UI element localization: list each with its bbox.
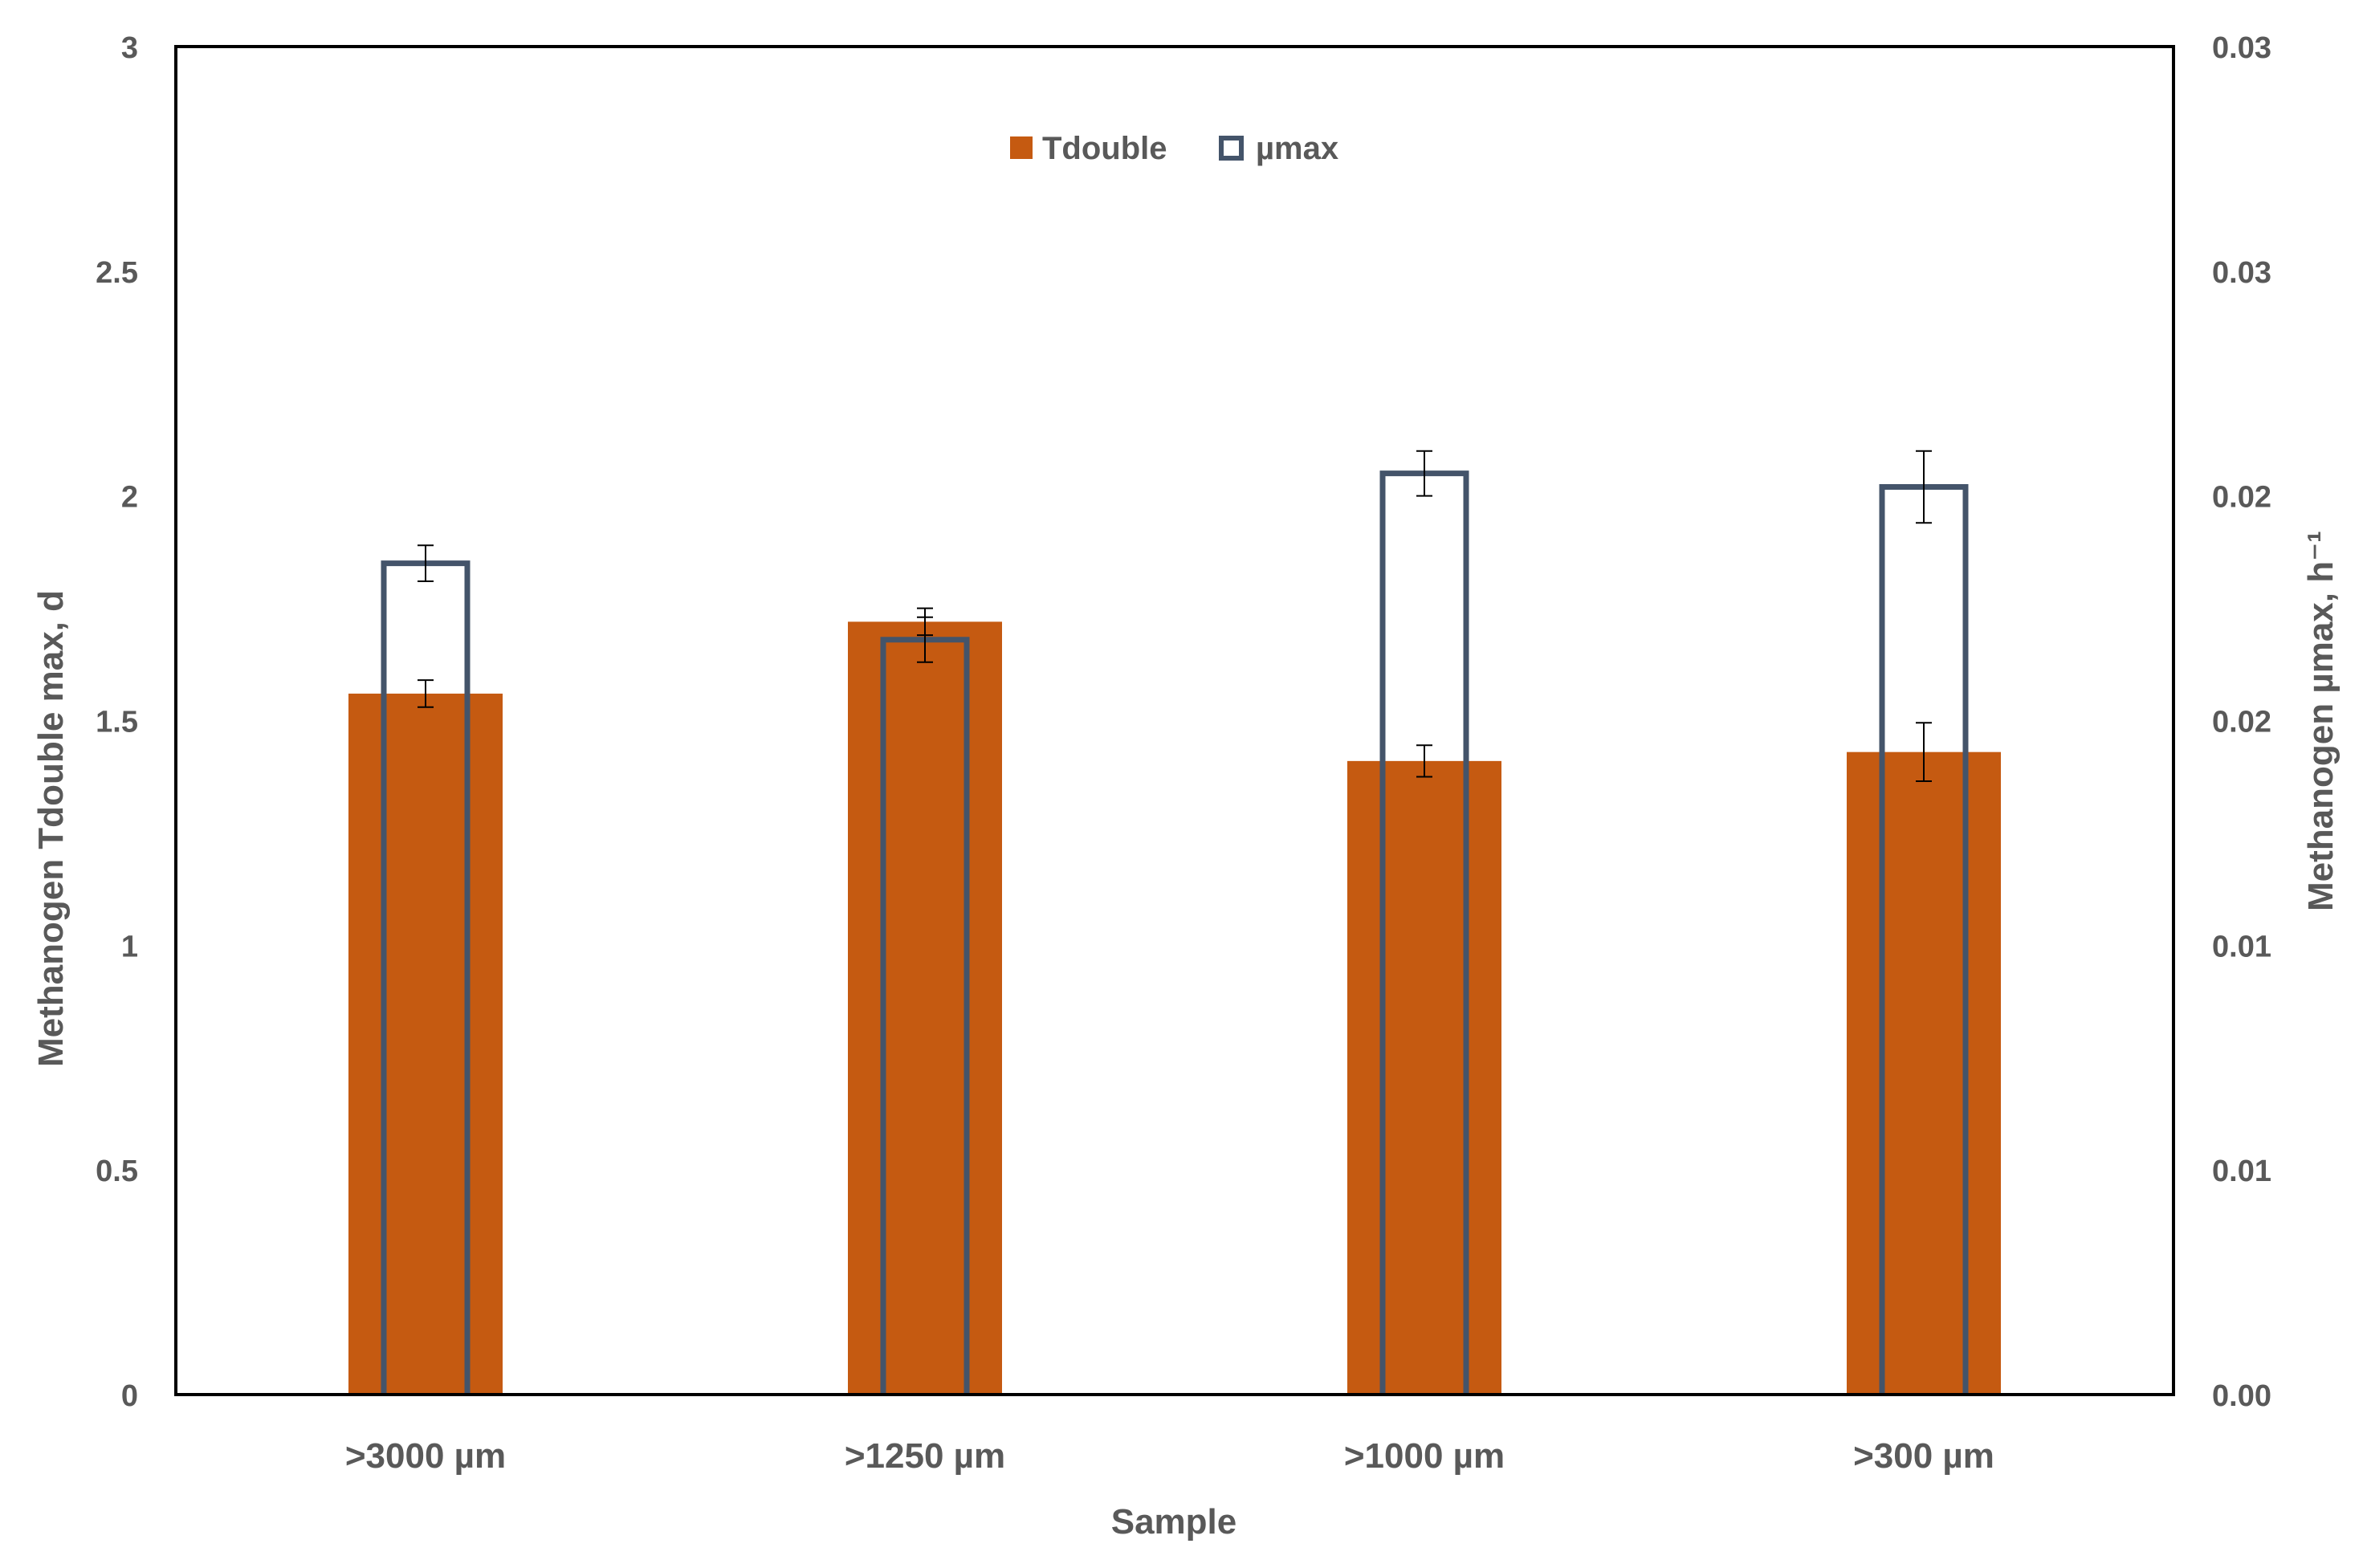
mumax-error-1250-m <box>917 616 933 663</box>
right-tick-label: 0.01 <box>2212 1155 2271 1188</box>
tdouble-bar-300-m <box>1847 751 2001 1395</box>
tdouble-error-1000-m <box>1416 744 1432 778</box>
right-axis-title: Methanogen µmax, h⁻¹ <box>2301 531 2341 911</box>
category-label-1000-m: >1000 µm <box>1344 1436 1505 1476</box>
plot-frame <box>174 45 2175 1396</box>
legend-swatch-tdouble <box>1010 136 1033 159</box>
category-label-300-m: >300 µm <box>1853 1436 1994 1476</box>
legend-label-mumax: µmax <box>1256 131 1338 166</box>
left-axis-title: Methanogen Tdouble max, d <box>31 590 71 1067</box>
tdouble-bar-1250-m <box>848 621 1002 1395</box>
tdouble-bar-1000-m <box>1347 760 1501 1395</box>
category-label-1250-m: >1250 µm <box>845 1436 1005 1476</box>
left-tick-label: 0 <box>121 1379 138 1413</box>
right-tick-label: 0.01 <box>2212 930 2271 963</box>
left-tick-label: 2.5 <box>96 256 138 290</box>
right-tick-label: 0.03 <box>2212 31 2271 65</box>
left-axis-ticks: 0 0.5 1 1.5 2 2.5 3 <box>96 31 138 1413</box>
category-axis-ticks: >3000 µm >1250 µm >1000 µm >300 µm <box>345 1436 1994 1476</box>
category-label-3000-m: >3000 µm <box>345 1436 506 1476</box>
mumax-error-3000-m <box>418 544 434 583</box>
left-tick-label: 0.5 <box>96 1155 138 1188</box>
tdouble-bar-3000-m <box>348 693 503 1395</box>
right-tick-label: 0.00 <box>2212 1379 2271 1413</box>
x-axis-title: Sample <box>1111 1502 1237 1542</box>
tdouble-error-3000-m <box>418 679 434 708</box>
right-axis-ticks: 0.00 0.01 0.01 0.02 0.02 0.03 0.03 <box>2212 31 2271 1413</box>
bars-layer <box>348 450 2001 1395</box>
right-tick-label: 0.03 <box>2212 256 2271 290</box>
mumax-error-1000-m <box>1416 450 1432 497</box>
right-tick-label: 0.02 <box>2212 706 2271 739</box>
left-tick-label: 1.5 <box>96 706 138 739</box>
legend-swatch-mumax <box>1219 136 1244 161</box>
left-tick-label: 1 <box>121 930 138 963</box>
left-tick-label: 2 <box>121 481 138 515</box>
legend: Tdouble µmax <box>1010 131 1338 166</box>
legend-label-tdouble: Tdouble <box>1042 131 1167 166</box>
left-tick-label: 3 <box>121 31 138 65</box>
mumax-error-300-m <box>1916 450 1932 524</box>
tdouble-error-300-m <box>1916 722 1932 783</box>
right-tick-label: 0.02 <box>2212 481 2271 515</box>
